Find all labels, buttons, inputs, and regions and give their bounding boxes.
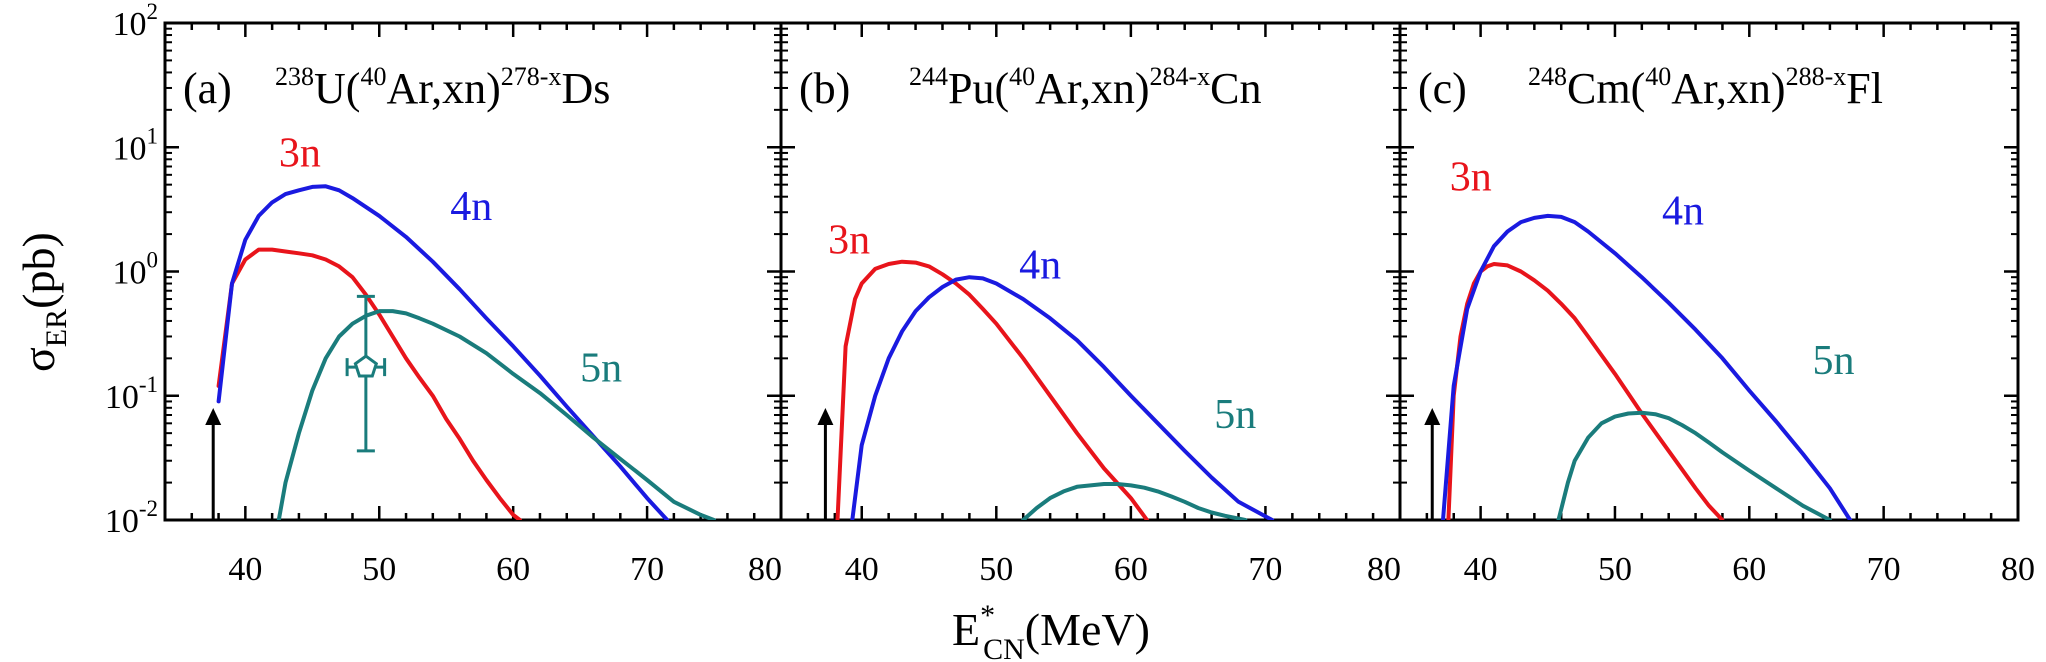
reaction-title: 244Pu(40Ar,xn)284-xCn: [909, 62, 1262, 113]
series-label-4n: 4n: [450, 184, 492, 230]
experimental-point: [345, 294, 387, 453]
y-tick-label: 10-2: [105, 496, 158, 540]
panel-label: (a): [183, 64, 232, 113]
panel-label: (c): [1418, 64, 1467, 113]
y-axis-label: σER(pb): [13, 232, 73, 372]
x-tick-label: 70: [630, 551, 664, 588]
x-tick-label: 80: [2001, 551, 2035, 588]
series-label-5n: 5n: [1812, 338, 1854, 384]
series-layer: [216, 184, 1853, 520]
panel-b: 40 50 60 70 80 (b) 244Pu(40Ar,xn)284-xCn: [748, 21, 1402, 588]
panel-c: 40 50 60 70 80 80 (c) 248Cm(40Ar,xn)288-xFl: [1367, 21, 2035, 588]
x-tick-label: 70: [1248, 551, 1282, 588]
x-tick-label: 60: [1732, 551, 1766, 588]
annotation-layer: 3n 4n 5n 3n 4n 5n 3n 4n 5n: [205, 130, 1854, 520]
series-line-5n: [1021, 482, 1248, 520]
series-label-3n: 3n: [1450, 154, 1492, 200]
x-tick-label: 50: [362, 551, 396, 588]
panel-label: (b): [799, 64, 850, 113]
y-tick-labels: 102 101 100 10-1 10-2: [105, 0, 158, 540]
series-line-4n: [1441, 213, 1853, 520]
series-line-3n: [835, 259, 1149, 520]
series-line-5n: [1556, 410, 1832, 520]
y-tick-label: 102: [113, 0, 159, 43]
series-line-4n: [216, 184, 670, 520]
series-label-4n: 4n: [1662, 188, 1704, 234]
y-tick-label: 100: [113, 248, 159, 292]
series-line-3n: [216, 247, 522, 520]
x-tick-label: 40: [1464, 551, 1498, 588]
x-tick-label: 40: [228, 551, 262, 588]
threshold-arrow-head: [205, 408, 222, 425]
series-label-3n: 3n: [279, 130, 321, 176]
threshold-arrow-head: [1424, 408, 1441, 425]
x-tick-label: 50: [1598, 551, 1632, 588]
series-line-5n: [276, 309, 716, 520]
x-tick-label: 70: [1867, 551, 1901, 588]
reaction-title: 248Cm(40Ar,xn)288-xFl: [1528, 62, 1883, 113]
x-tick-label: 40: [845, 551, 879, 588]
x-tick-label-80: 80: [1367, 551, 1401, 588]
threshold-arrow-head: [817, 408, 834, 425]
y-tick-label: 10-1: [105, 372, 158, 416]
axes-layer: 40 50 60 70 (a) 238U(40Ar,xn)278-xDs 40 50 60 70 8…: [13, 0, 2035, 662]
x-tick-label-80: 80: [748, 551, 782, 588]
series-label-3n: 3n: [828, 217, 870, 263]
series-line-3n: [1446, 262, 1725, 520]
series-label-5n: 5n: [580, 346, 622, 392]
y-tick-label: 101: [113, 123, 159, 167]
reaction-title: 238U(40Ar,xn)278-xDs: [275, 62, 610, 113]
series-label-5n: 5n: [1214, 392, 1256, 438]
pentagon-marker: [353, 354, 379, 378]
x-tick-label: 50: [979, 551, 1013, 588]
panel-a: 40 50 60 70 (a) 238U(40Ar,xn)278-xDs: [163, 21, 783, 588]
series-label-4n: 4n: [1019, 242, 1061, 288]
series-line-4n: [850, 275, 1275, 520]
x-axis-label: E* CN(MeV): [952, 599, 1150, 662]
x-tick-label: 60: [1114, 551, 1148, 588]
x-tick-label: 60: [496, 551, 530, 588]
